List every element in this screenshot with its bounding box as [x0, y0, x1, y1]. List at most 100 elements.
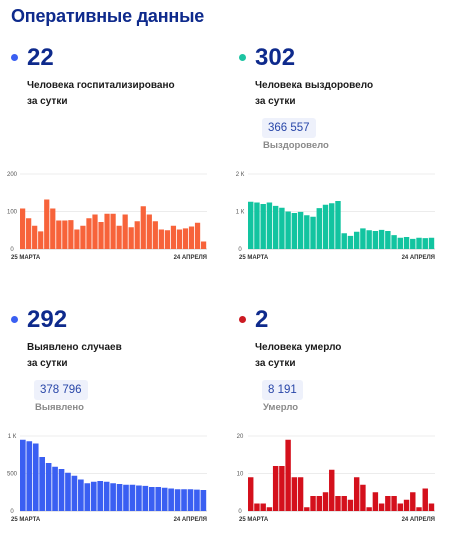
bar — [128, 227, 134, 249]
bar — [62, 220, 68, 249]
bar — [291, 213, 298, 249]
bar — [372, 231, 379, 249]
bar — [391, 496, 397, 511]
bar — [366, 230, 372, 249]
bar — [164, 230, 170, 249]
bar — [403, 499, 410, 511]
x-start-label: 25 МАРТА — [11, 255, 41, 261]
bar — [158, 229, 164, 249]
bar — [71, 475, 78, 511]
bar — [410, 238, 416, 250]
hospitalized-value: 22 — [27, 44, 54, 71]
bar — [32, 225, 38, 249]
x-start-label: 25 МАРТА — [11, 517, 41, 523]
x-start-label: 25 МАРТА — [239, 255, 269, 261]
bar — [20, 208, 26, 249]
bar — [378, 229, 385, 250]
bar — [297, 477, 304, 511]
bar — [155, 487, 162, 511]
bar — [304, 215, 310, 249]
bar — [146, 214, 152, 249]
bar — [188, 226, 195, 249]
bar — [279, 466, 285, 511]
bar — [78, 479, 84, 511]
bar — [341, 233, 347, 249]
bar — [122, 214, 128, 249]
bar — [360, 484, 366, 511]
bar — [140, 206, 146, 249]
bar — [74, 229, 80, 249]
deaths-label: Человека умерло за сутки — [255, 340, 435, 372]
bar — [26, 218, 32, 249]
bar — [397, 237, 404, 249]
panel-hospitalized: 22 Человека госпитализировано за сутки 0… — [0, 44, 215, 284]
bar — [50, 208, 56, 249]
bar — [152, 221, 158, 249]
y-tick-label: 0 — [238, 509, 242, 515]
recovered-total-label: Выздоровело — [263, 140, 329, 151]
bar — [103, 481, 110, 511]
bar — [335, 496, 341, 511]
bar — [39, 457, 45, 511]
page-title: Оперативные данные — [11, 6, 205, 26]
bar — [248, 477, 254, 511]
recovered-total: 366 557 — [262, 118, 316, 138]
bar — [20, 439, 26, 511]
bar — [335, 201, 341, 249]
panel-recovered: 302 Человека выздоровело за сутки 366 55… — [228, 44, 443, 284]
bar — [110, 213, 116, 249]
bar — [329, 203, 335, 249]
bar — [56, 220, 62, 249]
cases-total: 378 796 — [34, 380, 88, 400]
x-start-label: 25 МАРТА — [239, 517, 269, 523]
bar — [428, 503, 435, 511]
panel-deaths: 2 Человека умерло за сутки 8 191 Умерло … — [228, 306, 443, 546]
deaths-total: 8 191 — [262, 380, 303, 400]
deaths-label-line2: за сутки — [255, 358, 296, 369]
bar — [116, 484, 123, 511]
bar — [360, 228, 366, 250]
bar — [129, 484, 136, 511]
bar — [428, 237, 435, 249]
bar — [148, 487, 155, 511]
bar — [254, 202, 260, 249]
y-tick-label: 0 — [10, 247, 14, 253]
deaths-total-label: Умерло — [263, 402, 299, 413]
y-tick-label: 20 — [237, 434, 244, 440]
bar — [329, 469, 335, 511]
cases-label: Выявлено случаев за сутки — [27, 340, 207, 372]
hospitalized-label-line2: за сутки — [27, 96, 68, 107]
y-tick-label: 1 К — [236, 210, 245, 216]
bar — [266, 507, 273, 511]
bar — [310, 496, 316, 511]
recovered-chart: 0 1 К 2 К 25 МАРТА 24 АПРЕЛЯ — [236, 172, 435, 261]
bar — [248, 201, 254, 249]
bar — [422, 238, 428, 250]
bar — [65, 472, 71, 511]
bar — [347, 235, 354, 250]
bar — [123, 484, 129, 511]
cases-label-line1: Выявлено случаев — [27, 342, 122, 353]
bar — [170, 225, 177, 249]
indicator-dot — [239, 316, 246, 323]
bar — [378, 503, 385, 511]
bar — [353, 231, 360, 249]
y-tick-label: 0 — [10, 509, 14, 515]
bar — [181, 489, 187, 511]
recovered-label: Человека выздоровело за сутки — [255, 78, 435, 110]
bar — [58, 469, 65, 511]
bar — [38, 231, 44, 250]
bar — [322, 204, 329, 249]
y-tick-label: 2 К — [236, 172, 245, 178]
hospitalized-label: Человека госпитализировано за сутки — [27, 78, 207, 110]
cases-label-line2: за сутки — [27, 358, 68, 369]
bar — [116, 225, 122, 249]
bar — [86, 218, 92, 249]
bar — [260, 204, 266, 249]
bar — [84, 483, 91, 511]
bar — [279, 207, 285, 249]
y-tick-label: 1 К — [8, 434, 17, 440]
hospitalized-chart: 0 100 200 25 МАРТА 24 АПРЕЛЯ — [7, 172, 207, 261]
cases-chart: 0 500 1 К 25 МАРТА 24 АПРЕЛЯ — [7, 434, 207, 523]
x-end-label: 24 АПРЕЛЯ — [174, 255, 207, 261]
